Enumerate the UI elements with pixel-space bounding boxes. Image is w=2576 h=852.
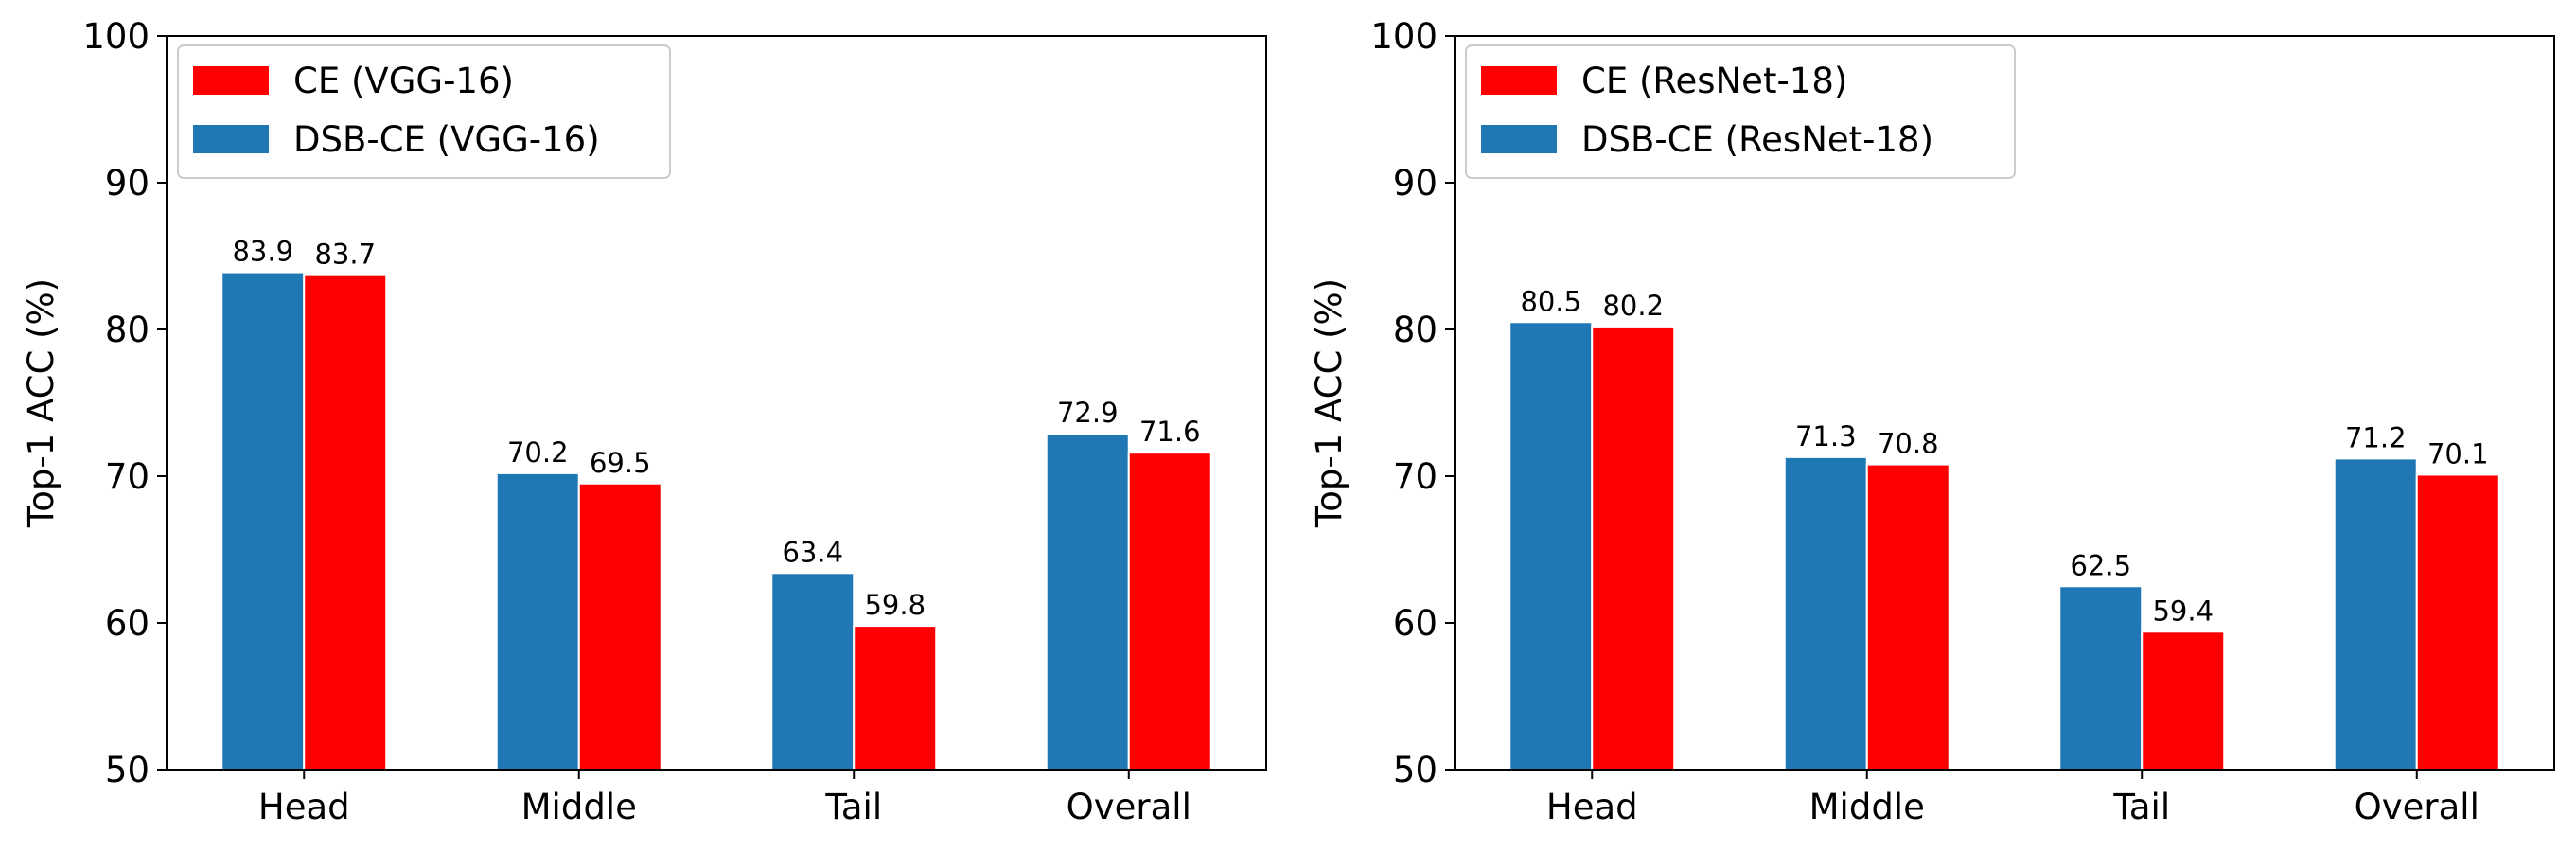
data-label: 80.5 xyxy=(1520,285,1581,317)
bar-ce-vgg-16--tail xyxy=(853,625,938,771)
data-label: 70.2 xyxy=(507,436,569,469)
data-label: 71.3 xyxy=(1795,420,1857,453)
data-label: 62.5 xyxy=(2070,549,2131,581)
y-tick-label: 60 xyxy=(105,603,150,644)
x-tick-label: Middle xyxy=(1809,787,1925,827)
legend: CE (ResNet-18) DSB-CE (ResNet-18) xyxy=(1465,44,2016,179)
bar-dsb-ce-resnet-18--overall xyxy=(2333,457,2418,771)
y-axis-title: Top-1 ACC (%) xyxy=(21,278,62,528)
x-tick-label: Head xyxy=(1546,787,1638,827)
y-tick-label: 80 xyxy=(1393,310,1438,350)
legend: CE (VGG-16) DSB-CE (VGG-16) xyxy=(177,44,671,179)
legend-box xyxy=(177,44,671,179)
y-tick-label: 50 xyxy=(105,750,150,790)
legend-box xyxy=(1465,44,2016,179)
x-tick-label: Head xyxy=(258,787,350,827)
data-label: 59.4 xyxy=(2152,595,2214,627)
x-tick-label: Tail xyxy=(2112,787,2170,827)
bar-dsb-ce-resnet-18--middle xyxy=(1783,455,1868,771)
chart-panel-1: 83.9 70.2 63.4 72.9 83.7 69.5 59.8 71.6 50 60 70 80… xyxy=(21,16,1267,827)
y-axis-title: Top-1 ACC (%) xyxy=(1309,278,1350,528)
bar-ce-vgg-16--head xyxy=(303,274,388,771)
data-label: 80.2 xyxy=(1602,290,1664,322)
data-label: 71.6 xyxy=(1139,416,1201,448)
data-label: 83.9 xyxy=(232,236,293,268)
y-tick-label: 100 xyxy=(82,16,150,57)
plot-frame xyxy=(1454,35,2555,771)
data-label: 59.8 xyxy=(864,589,926,621)
y-tick-label: 70 xyxy=(1393,456,1438,497)
legend-swatch xyxy=(1481,66,1557,95)
bar-ce-vgg-16--middle xyxy=(577,482,662,771)
bar-dsb-ce-vgg-16--tail xyxy=(770,572,856,771)
data-label: 63.4 xyxy=(782,536,843,568)
legend-label: DSB-CE (ResNet-18) xyxy=(1581,119,1933,160)
data-label: 70.8 xyxy=(1878,428,1939,460)
y-tick-label: 80 xyxy=(105,310,150,350)
bar-dsb-ce-resnet-18--head xyxy=(1509,321,1594,771)
data-label: 69.5 xyxy=(590,447,651,479)
bar-dsb-ce-resnet-18--tail xyxy=(2058,585,2144,771)
x-tick-label: Overall xyxy=(1067,787,1191,827)
bar-ce-resnet-18--middle xyxy=(1865,463,1950,771)
x-tick-label: Middle xyxy=(521,787,637,827)
x-tick-label: Overall xyxy=(2355,787,2479,827)
data-label: 71.2 xyxy=(2345,421,2407,453)
y-tick-label: 100 xyxy=(1370,16,1438,57)
data-label: 72.9 xyxy=(1057,397,1119,429)
y-tick-label: 70 xyxy=(105,456,150,497)
legend-label: DSB-CE (VGG-16) xyxy=(293,119,600,160)
y-tick-label: 50 xyxy=(1393,750,1438,790)
y-tick-label: 60 xyxy=(1393,603,1438,644)
bar-dsb-ce-vgg-16--head xyxy=(221,271,306,771)
legend-label: CE (ResNet-18) xyxy=(1581,61,1847,101)
chart-panel-2: 80.5 71.3 62.5 71.2 80.2 70.8 59.4 70.1 50 60 70 80… xyxy=(1309,16,2555,827)
y-tick-label: 90 xyxy=(1393,163,1438,204)
bar-ce-vgg-16--overall xyxy=(1127,452,1212,771)
y-tick-label: 90 xyxy=(105,163,150,204)
bar-ce-resnet-18--head xyxy=(1591,325,1676,771)
x-tick-label: Tail xyxy=(824,787,882,827)
legend-swatch xyxy=(193,125,269,153)
legend-swatch xyxy=(193,66,269,95)
data-label: 70.1 xyxy=(2427,437,2489,470)
data-label: 83.7 xyxy=(314,239,376,271)
bar-ce-resnet-18--overall xyxy=(2415,473,2500,771)
bar-ce-resnet-18--tail xyxy=(2141,630,2226,771)
bar-dsb-ce-vgg-16--middle xyxy=(495,471,580,771)
legend-label: CE (VGG-16) xyxy=(293,61,514,101)
plot-frame xyxy=(166,35,1267,771)
legend-swatch xyxy=(1481,125,1557,153)
bar-dsb-ce-vgg-16--overall xyxy=(1045,433,1130,771)
